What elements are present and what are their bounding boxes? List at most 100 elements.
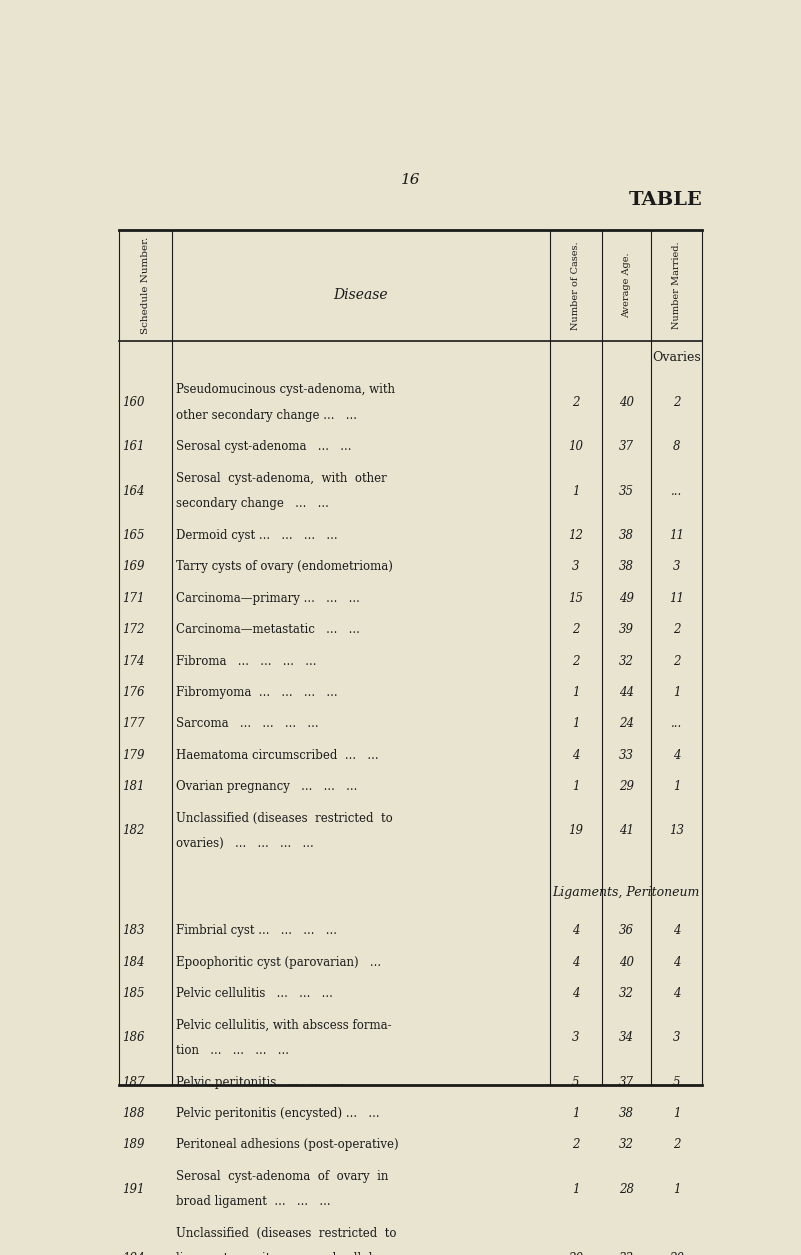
Text: 35: 35 — [619, 484, 634, 498]
Text: 1: 1 — [673, 1182, 681, 1196]
Text: 2: 2 — [572, 1138, 580, 1151]
Text: 161: 161 — [123, 441, 145, 453]
Text: Disease: Disease — [333, 289, 388, 302]
Text: Number Married.: Number Married. — [672, 242, 682, 329]
Text: 20: 20 — [569, 1252, 583, 1255]
Text: 181: 181 — [123, 781, 145, 793]
Text: tion   ...   ...   ...   ...: tion ... ... ... ... — [176, 1044, 289, 1057]
Text: ...: ... — [671, 484, 682, 498]
Text: ovaries)   ...   ...   ...   ...: ovaries) ... ... ... ... — [176, 837, 314, 850]
Text: 3: 3 — [673, 560, 681, 574]
Text: 38: 38 — [619, 528, 634, 542]
Text: secondary change   ...   ...: secondary change ... ... — [176, 497, 329, 511]
Text: Dermoid cyst ...   ...   ...   ...: Dermoid cyst ... ... ... ... — [176, 528, 338, 542]
Text: 13: 13 — [670, 825, 684, 837]
Text: 40: 40 — [619, 956, 634, 969]
Text: 38: 38 — [619, 560, 634, 574]
Text: 1: 1 — [673, 686, 681, 699]
Text: 2: 2 — [673, 397, 681, 409]
Text: Fimbrial cyst ...   ...   ...   ...: Fimbrial cyst ... ... ... ... — [176, 925, 337, 937]
Text: 1: 1 — [572, 1182, 580, 1196]
Text: 187: 187 — [123, 1076, 145, 1088]
Text: 49: 49 — [619, 591, 634, 605]
Text: Schedule Number.: Schedule Number. — [141, 237, 150, 334]
Text: Unclassified (diseases  restricted  to: Unclassified (diseases restricted to — [176, 812, 393, 825]
Text: 1: 1 — [572, 1107, 580, 1119]
Text: 176: 176 — [123, 686, 145, 699]
Text: 4: 4 — [673, 925, 681, 937]
Text: Average Age.: Average Age. — [622, 252, 631, 319]
Text: 11: 11 — [670, 591, 684, 605]
Text: 189: 189 — [123, 1138, 145, 1151]
Text: 2: 2 — [572, 397, 580, 409]
Text: 3: 3 — [572, 1032, 580, 1044]
Text: 4: 4 — [572, 925, 580, 937]
Text: 188: 188 — [123, 1107, 145, 1119]
Text: 8: 8 — [673, 441, 681, 453]
Text: Pelvic peritonitis   ...   ...   ...: Pelvic peritonitis ... ... ... — [176, 1076, 344, 1088]
Text: 5: 5 — [572, 1076, 580, 1088]
Text: 1: 1 — [572, 484, 580, 498]
Text: 36: 36 — [619, 925, 634, 937]
Text: 1: 1 — [572, 686, 580, 699]
Text: 4: 4 — [673, 988, 681, 1000]
Text: 2: 2 — [673, 655, 681, 668]
Text: 12: 12 — [569, 528, 583, 542]
Text: 24: 24 — [619, 718, 634, 730]
Text: 32: 32 — [619, 655, 634, 668]
Text: Pelvic cellulitis   ...   ...   ...: Pelvic cellulitis ... ... ... — [176, 988, 333, 1000]
Text: Number of Cases.: Number of Cases. — [571, 241, 581, 330]
Text: 164: 164 — [123, 484, 145, 498]
Text: 4: 4 — [673, 956, 681, 969]
Text: 182: 182 — [123, 825, 145, 837]
Text: 37: 37 — [619, 1076, 634, 1088]
Text: Peritoneal adhesions (post-operative): Peritoneal adhesions (post-operative) — [176, 1138, 399, 1151]
Text: Pelvic cellulitis, with abscess forma-: Pelvic cellulitis, with abscess forma- — [176, 1019, 392, 1032]
Text: 183: 183 — [123, 925, 145, 937]
Text: 32: 32 — [619, 1138, 634, 1151]
Text: 186: 186 — [123, 1032, 145, 1044]
Text: Tarry cysts of ovary (endometrioma): Tarry cysts of ovary (endometrioma) — [176, 560, 393, 574]
Text: 19: 19 — [569, 825, 583, 837]
Text: other secondary change ...   ...: other secondary change ... ... — [176, 409, 357, 422]
Text: Serosal  cyst-adenoma,  with  other: Serosal cyst-adenoma, with other — [176, 472, 387, 484]
Text: 185: 185 — [123, 988, 145, 1000]
Text: 33: 33 — [619, 1252, 634, 1255]
Text: 2: 2 — [572, 655, 580, 668]
Text: 41: 41 — [619, 825, 634, 837]
Text: Haematoma circumscribed  ...   ...: Haematoma circumscribed ... ... — [176, 749, 379, 762]
Text: Sarcoma   ...   ...   ...   ...: Sarcoma ... ... ... ... — [176, 718, 319, 730]
Text: Pseudomucinous cyst-adenoma, with: Pseudomucinous cyst-adenoma, with — [176, 384, 396, 397]
Text: Ovaries: Ovaries — [653, 351, 701, 364]
Text: 20: 20 — [670, 1252, 684, 1255]
Text: Epoophoritic cyst (parovarian)   ...: Epoophoritic cyst (parovarian) ... — [176, 956, 381, 969]
Text: 191: 191 — [123, 1182, 145, 1196]
Text: 169: 169 — [123, 560, 145, 574]
Text: 177: 177 — [123, 718, 145, 730]
Text: 34: 34 — [619, 1032, 634, 1044]
Text: Carcinoma—metastatic   ...   ...: Carcinoma—metastatic ... ... — [176, 624, 360, 636]
Text: 171: 171 — [123, 591, 145, 605]
Text: Ligaments, Peritoneum: Ligaments, Peritoneum — [553, 886, 700, 899]
Text: 174: 174 — [123, 655, 145, 668]
Text: Fibromyoma  ...   ...   ...   ...: Fibromyoma ... ... ... ... — [176, 686, 338, 699]
Text: 2: 2 — [572, 624, 580, 636]
Text: 1: 1 — [572, 781, 580, 793]
Text: Pelvic peritonitis (encysted) ...   ...: Pelvic peritonitis (encysted) ... ... — [176, 1107, 380, 1119]
Text: 165: 165 — [123, 528, 145, 542]
Text: 4: 4 — [572, 956, 580, 969]
Text: 33: 33 — [619, 749, 634, 762]
Text: 2: 2 — [673, 624, 681, 636]
Text: TABLE: TABLE — [629, 191, 702, 210]
Text: 194: 194 — [123, 1252, 145, 1255]
Text: Unclassified  (diseases  restricted  to: Unclassified (diseases restricted to — [176, 1227, 397, 1240]
Text: ...: ... — [671, 718, 682, 730]
Text: 179: 179 — [123, 749, 145, 762]
Text: 184: 184 — [123, 956, 145, 969]
Text: 37: 37 — [619, 441, 634, 453]
Text: Serosal cyst-adenoma   ...   ...: Serosal cyst-adenoma ... ... — [176, 441, 352, 453]
Text: 32: 32 — [619, 988, 634, 1000]
Text: 40: 40 — [619, 397, 634, 409]
Text: broad ligament  ...   ...   ...: broad ligament ... ... ... — [176, 1196, 331, 1209]
Text: 2: 2 — [673, 1138, 681, 1151]
